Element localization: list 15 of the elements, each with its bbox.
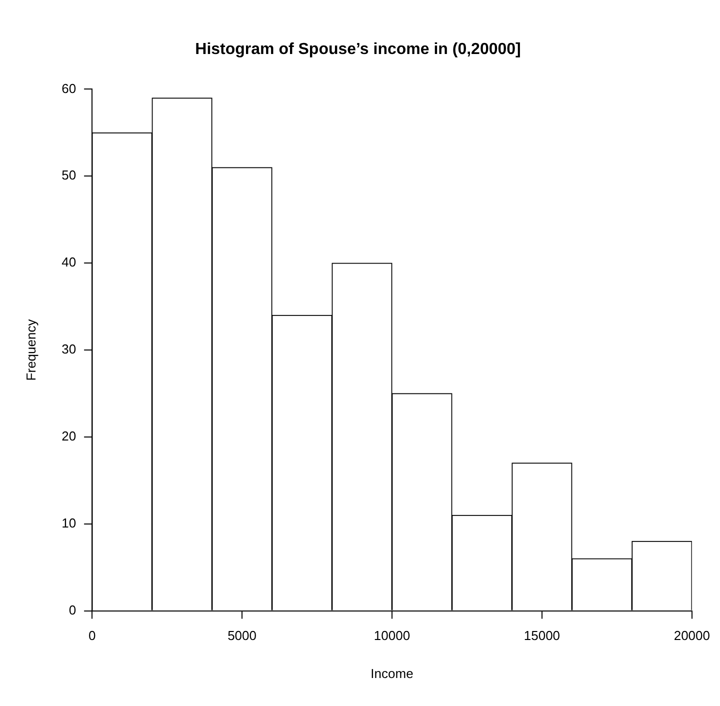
- x-tick-label: 20000: [674, 628, 710, 644]
- x-tick-label: 0: [88, 628, 96, 644]
- x-tick-label: 5000: [228, 628, 256, 644]
- chart-title: Histogram of Spouse’s income in (0,20000]: [195, 41, 521, 58]
- y-tick-label: 10: [62, 515, 76, 530]
- x-tick-label: 10000: [374, 628, 410, 644]
- x-axis-title: Income: [370, 666, 414, 681]
- x-tick-label: 15000: [524, 628, 560, 644]
- y-tick-label: 0: [68, 602, 76, 618]
- y-tick-label: 60: [62, 80, 76, 96]
- y-tick-label: 50: [62, 168, 76, 183]
- y-tick-label: 20: [62, 428, 76, 444]
- y-axis-title: Frequency: [23, 318, 38, 381]
- y-tick-label: 30: [62, 342, 76, 357]
- y-tick-label: 40: [62, 254, 76, 270]
